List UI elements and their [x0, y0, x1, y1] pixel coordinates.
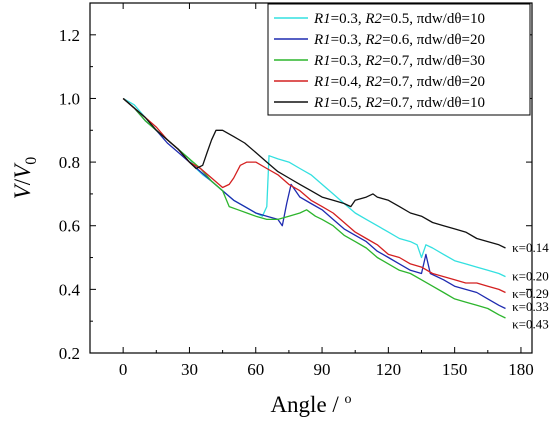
x-tick-label: 30	[181, 360, 198, 379]
series-line-3	[122, 98, 506, 319]
legend-entry: R1=0.4, R2=0.7, πdw/dθ=20	[313, 74, 485, 90]
y-axis-title: V/V0	[10, 157, 40, 200]
series-line-2	[122, 98, 506, 310]
x-tick-label: 90	[314, 360, 331, 379]
kappa-annotation: κ=0.33	[512, 299, 549, 314]
y-tick-label: 1.2	[59, 26, 80, 45]
y-tick-label: 0.8	[59, 153, 80, 172]
kappa-annotation: κ=0.29	[512, 286, 549, 301]
y-tick-label: 0.6	[59, 217, 80, 236]
x-tick-label: 150	[442, 360, 468, 379]
kappa-annotation: κ=0.43	[512, 316, 549, 331]
series-line-5	[122, 98, 506, 249]
legend-entry: R1=0.3, R2=0.6, πdw/dθ=20	[313, 32, 485, 48]
x-tick-label: 0	[119, 360, 128, 379]
x-tick-label: 180	[508, 360, 534, 379]
y-tick-label: 1.0	[59, 89, 80, 108]
x-axis-title: Angle / o	[270, 392, 351, 417]
x-tick-label: 120	[376, 360, 402, 379]
plot-frame	[89, 2, 533, 354]
legend-entry: R1=0.3, R2=0.5, πdw/dθ=10	[313, 11, 485, 27]
legend-entry: R1=0.5, R2=0.7, πdw/dθ=10	[313, 95, 485, 111]
y-tick-label: 0.4	[59, 280, 81, 299]
legend-entry: R1=0.3, R2=0.7, πdw/dθ=30	[313, 53, 485, 69]
y-tick-label: 0.2	[59, 344, 80, 363]
legend-box	[267, 3, 531, 116]
kappa-annotation: κ=0.20	[512, 269, 549, 284]
series-line-1	[122, 97, 506, 278]
x-tick-label: 60	[247, 360, 264, 379]
kappa-annotation: κ=0.14	[512, 240, 549, 255]
series-line-4	[122, 98, 506, 294]
